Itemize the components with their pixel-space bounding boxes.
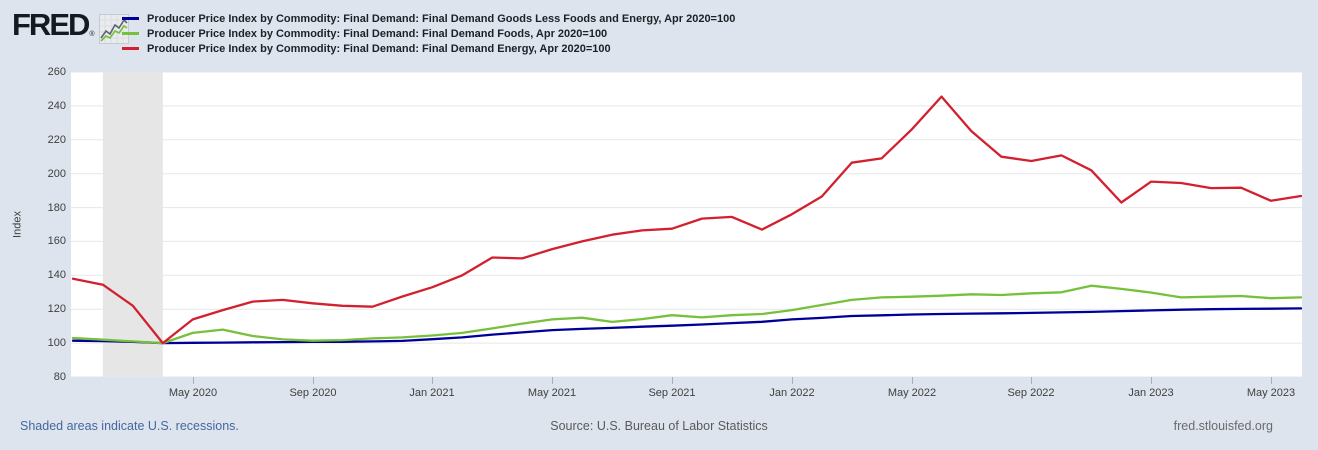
legend-swatch-icon — [122, 47, 139, 50]
legend-label: Producer Price Index by Commodity: Final… — [147, 42, 611, 55]
y-axis-tick-label: 260 — [47, 66, 66, 78]
x-axis-tick-mark — [1271, 377, 1272, 384]
legend: Producer Price Index by Commodity: Final… — [122, 11, 735, 56]
fred-logo-text: FRED — [12, 7, 90, 42]
x-axis-tick-mark — [792, 377, 793, 384]
x-axis-tick-label: May 2022 — [887, 387, 937, 399]
x-axis-tick-label: Sep 2020 — [289, 387, 337, 399]
chart-canvas[interactable] — [71, 72, 1302, 377]
y-axis-title: Index — [11, 211, 24, 238]
x-axis-tick-mark — [1031, 377, 1032, 384]
line-goods-less-foods-energy — [71, 307, 1302, 345]
x-axis-tick-label: May 2023 — [1246, 387, 1296, 399]
legend-swatch-icon — [122, 32, 139, 35]
fred-site-link: fred.stlouisfed.org — [1173, 419, 1273, 433]
x-axis-tick-mark — [672, 377, 673, 384]
x-axis-tick-label: May 2020 — [168, 387, 218, 399]
y-axis-tick-label: 100 — [47, 337, 66, 350]
registered-trademark: ® — [89, 31, 95, 38]
x-axis-tick-label: May 2021 — [527, 387, 577, 399]
y-axis-tick-label: 80 — [53, 371, 66, 383]
y-axis-tick-label: 140 — [47, 269, 66, 282]
line-energy — [71, 95, 1302, 345]
x-axis-tick-label: Sep 2021 — [648, 387, 696, 399]
x-axis-tick-label: Jan 2022 — [769, 387, 815, 399]
y-axis-tick-label: 240 — [47, 99, 66, 112]
x-axis-tick-mark — [552, 377, 553, 384]
recession-note: Shaded areas indicate U.S. recessions. — [20, 419, 239, 433]
y-axis-tick-label: 120 — [47, 303, 66, 316]
x-axis-tick-label: Sep 2022 — [1007, 387, 1055, 399]
source-note: Source: U.S. Bureau of Labor Statistics — [550, 419, 768, 433]
plot-area[interactable] — [71, 72, 1302, 377]
fred-logo[interactable]: FRED ® — [12, 9, 129, 44]
y-axis-tick-label: 160 — [47, 235, 66, 248]
x-axis-tick-mark — [313, 377, 314, 384]
y-axis-tick-label: 200 — [47, 167, 66, 180]
legend-label: Producer Price Index by Commodity: Final… — [147, 27, 608, 40]
x-axis-tick-mark — [432, 377, 433, 384]
legend-item-energy: Producer Price Index by Commodity: Final… — [122, 41, 735, 56]
x-axis-tick-mark — [193, 377, 194, 384]
legend-item-foods: Producer Price Index by Commodity: Final… — [122, 26, 735, 41]
x-axis-tick-label: Jan 2021 — [409, 387, 455, 399]
y-axis-tick-label: 220 — [47, 133, 66, 146]
line-foods — [71, 284, 1302, 345]
x-axis-tick-mark — [1151, 377, 1152, 384]
x-axis-tick-mark — [912, 377, 913, 384]
x-axis-tick-label: Jan 2023 — [1128, 387, 1174, 399]
legend-swatch-icon — [122, 17, 139, 20]
y-axis-tick-label: 180 — [47, 201, 66, 214]
legend-label: Producer Price Index by Commodity: Final… — [147, 12, 736, 25]
recession-band — [102, 72, 163, 377]
legend-item-goods-less-foods-energy: Producer Price Index by Commodity: Final… — [122, 11, 735, 26]
